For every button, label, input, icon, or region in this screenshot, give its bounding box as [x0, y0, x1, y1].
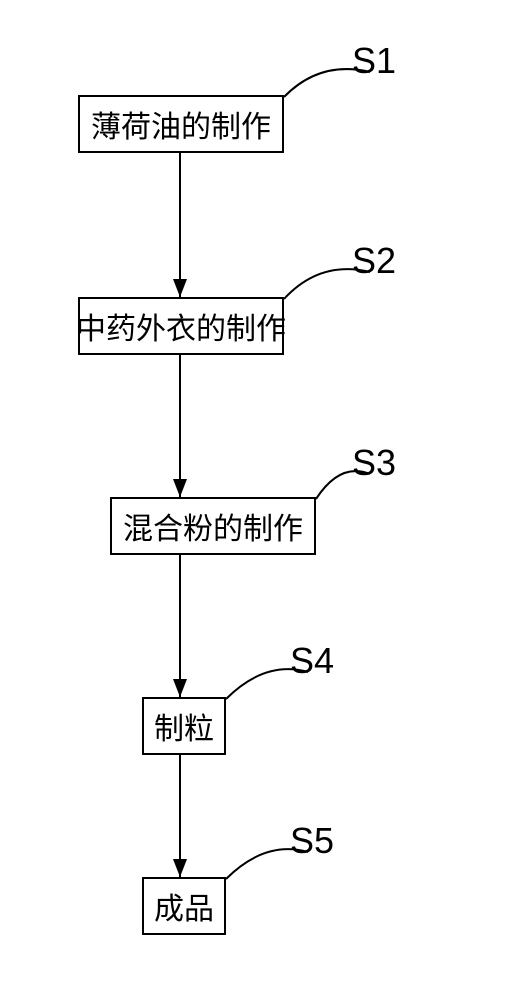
- node-text: 成品: [154, 884, 214, 928]
- node-text: 混合粉的制作: [123, 504, 303, 548]
- step-label-s2: S2: [352, 240, 396, 282]
- node-text: 中药外衣的制作: [76, 304, 286, 348]
- step-label-text: S1: [352, 40, 396, 81]
- step-label-text: S3: [352, 442, 396, 483]
- flow-node-s3: 混合粉的制作: [110, 497, 316, 555]
- node-text: 薄荷油的制作: [91, 102, 271, 146]
- flow-node-s4: 制粒: [142, 697, 226, 755]
- node-text: 制粒: [154, 704, 214, 748]
- step-label-s4: S4: [290, 640, 334, 682]
- step-label-s5: S5: [290, 820, 334, 862]
- flow-node-s2: 中药外衣的制作: [78, 297, 284, 355]
- flow-node-s1: 薄荷油的制作: [78, 95, 284, 153]
- step-label-s1: S1: [352, 40, 396, 82]
- flow-node-s5: 成品: [142, 877, 226, 935]
- step-label-text: S5: [290, 820, 334, 861]
- step-label-s3: S3: [352, 442, 396, 484]
- step-label-text: S4: [290, 640, 334, 681]
- step-label-text: S2: [352, 240, 396, 281]
